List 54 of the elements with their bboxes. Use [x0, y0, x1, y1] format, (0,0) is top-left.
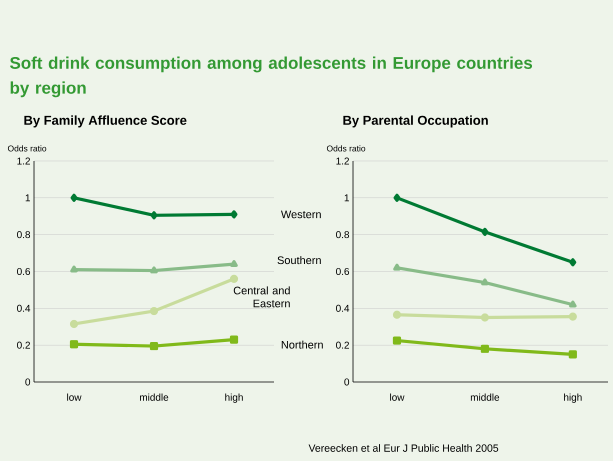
point [480, 344, 490, 353]
y-tick-label: 0.6 [336, 268, 350, 276]
y-axis-title: Odds ratio [326, 145, 366, 152]
y-tick-label: 0.4 [336, 304, 350, 312]
x-tick-label: high [225, 394, 243, 403]
y-tick-label: 1.2 [17, 158, 30, 164]
point [70, 194, 78, 202]
point [70, 340, 78, 348]
series-label: Central and Eastern [234, 286, 290, 308]
point [230, 260, 238, 267]
y-tick-label: 0 [25, 378, 30, 386]
x-tick-label: middle [140, 394, 168, 401]
y-tick-label: 0.6 [17, 268, 30, 276]
point [70, 266, 78, 272]
point [569, 300, 577, 308]
chart-subtitle: By Parental Occupation [343, 115, 488, 128]
point [568, 312, 577, 321]
point [392, 336, 402, 345]
chart-title: Soft drink consumption among adolescents in Europe countries by region [10, 56, 532, 98]
text: Vereecken et al Eur J Public Health 2005 [308, 444, 498, 452]
point [150, 266, 158, 274]
point [394, 194, 400, 202]
point [568, 350, 577, 358]
point [230, 336, 238, 344]
y-tick-label: 1 [26, 194, 30, 202]
point [392, 310, 402, 319]
y-tick-label: 0.8 [336, 231, 350, 238]
point [150, 211, 158, 220]
text: Western [280, 210, 321, 218]
point [569, 258, 576, 266]
y-tick-label: 0.2 [336, 342, 349, 349]
point [480, 313, 490, 322]
chart-subtitle: By Family Affluence Score [24, 115, 186, 128]
y-tick-label: 0.2 [17, 342, 30, 349]
y-tick-label: 0.4 [17, 304, 30, 312]
x-tick-label: low [67, 394, 82, 401]
point [481, 228, 488, 236]
y-tick-label: 1 [344, 194, 350, 202]
point [70, 320, 78, 328]
y-axis-title: Odds ratio [8, 145, 46, 152]
x-tick-label: high [564, 394, 582, 403]
x-tick-label: low [390, 394, 404, 401]
text: Northern [282, 340, 323, 349]
point [393, 264, 401, 271]
point [481, 278, 489, 286]
y-tick-label: 0 [344, 378, 350, 386]
y-tick-label: 0.8 [17, 231, 30, 238]
point [230, 274, 238, 283]
text: Southern [278, 256, 321, 264]
point [150, 306, 158, 316]
point [230, 210, 238, 218]
y-tick-label: 1.2 [336, 158, 349, 164]
x-tick-label: middle [470, 394, 500, 401]
point [150, 342, 158, 350]
